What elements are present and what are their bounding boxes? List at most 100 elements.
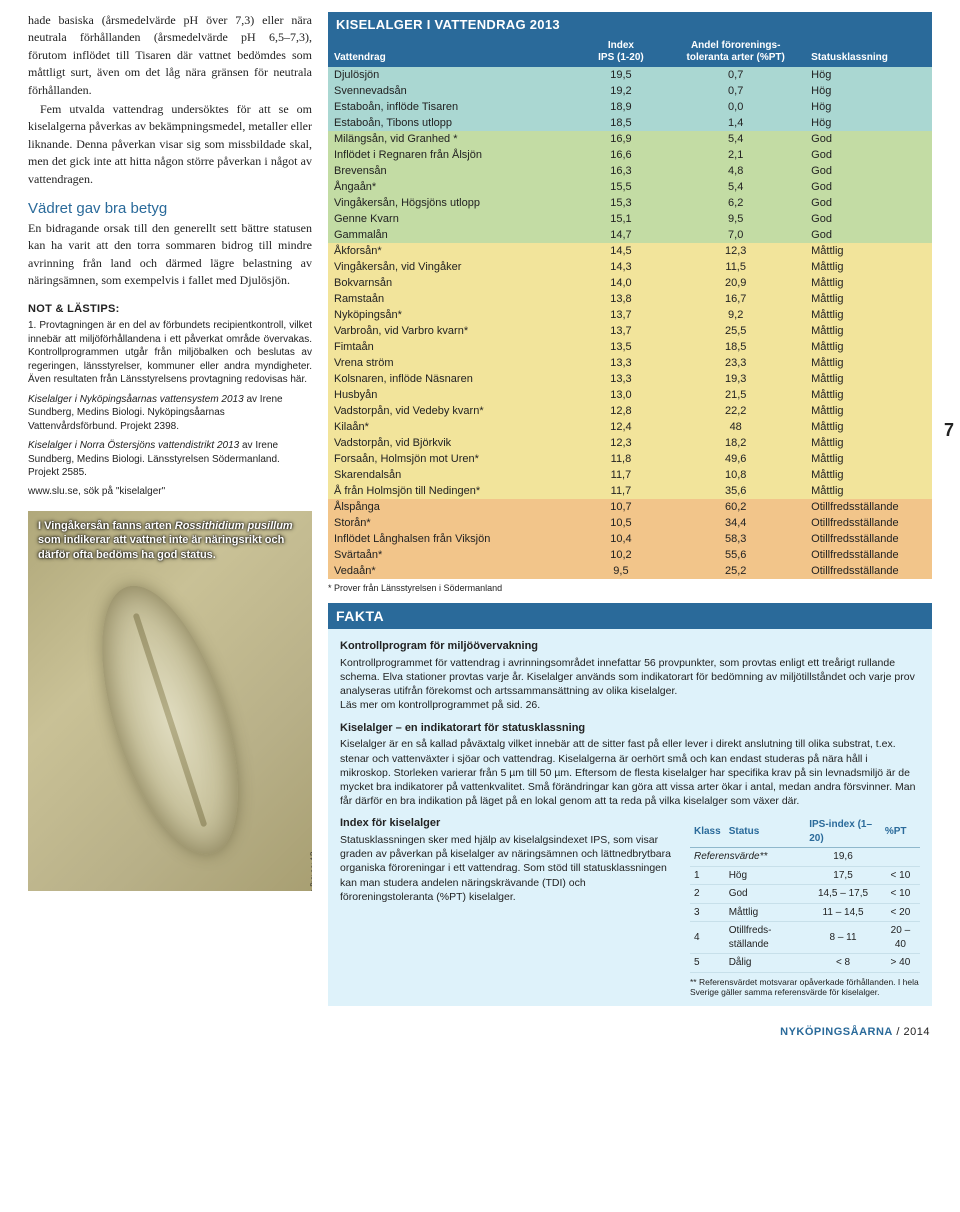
table-cell: 25,2: [666, 563, 805, 579]
table-row: Vedaån*9,525,2Otillfredsställande: [328, 563, 932, 579]
klass-ref-label: Referensvärde**: [690, 848, 805, 867]
klass-cell: 20 – 40: [881, 922, 920, 954]
table-cell: Otillfredsställande: [805, 499, 932, 515]
table-cell: 10,5: [576, 515, 667, 531]
table-cell: 5,4: [666, 131, 805, 147]
klass-h2: Status: [725, 816, 806, 848]
table-row: Inflödet i Regnaren från Ålsjön16,62,1Go…: [328, 147, 932, 163]
table-cell: 14,5: [576, 243, 667, 259]
table-cell: 11,5: [666, 259, 805, 275]
table-cell: Måttlig: [805, 371, 932, 387]
klass-cell: Otillfreds­ställande: [725, 922, 806, 954]
table-cell: Vedaån*: [328, 563, 576, 579]
klass-cell: < 10: [881, 885, 920, 904]
table-cell: 4,8: [666, 163, 805, 179]
caption-pre: I Vingåkersån fanns arten: [38, 520, 175, 532]
klass-cell: < 10: [881, 866, 920, 885]
table-cell: 9,5: [576, 563, 667, 579]
fakta-p2: Kiselalger är en så kallad påväxtalg vil…: [340, 737, 920, 808]
table-cell: 19,2: [576, 83, 667, 99]
table-cell: Forsaån, Holmsjön mot Uren*: [328, 451, 576, 467]
table-cell: Skarendalsån: [328, 467, 576, 483]
table-row: Kolsnaren, inflöde Näsnaren13,319,3Måttl…: [328, 371, 932, 387]
table-cell: 60,2: [666, 499, 805, 515]
note-1: 1. Provtagningen är en del av förbundets…: [28, 319, 312, 387]
section-heading: Vädret gav bra betyg: [28, 200, 312, 217]
table-row: Vadstorpån, vid Björkvik12,318,2Måttlig: [328, 435, 932, 451]
table-cell: Ångaån*: [328, 179, 576, 195]
table-cell: Hög: [805, 99, 932, 115]
fakta-body: Kontrollprogram för miljöövervakning Kon…: [328, 629, 932, 1006]
table-cell: Måttlig: [805, 323, 932, 339]
table-cell: 1,4: [666, 115, 805, 131]
klass-cell: 14,5 – 17,5: [805, 885, 881, 904]
table-cell: Kilaån*: [328, 419, 576, 435]
table-cell: Milängsån, vid Granhed *: [328, 131, 576, 147]
klass-cell: 5: [690, 954, 725, 973]
table-cell: Estaboån, inflöde Tisaren: [328, 99, 576, 115]
table-cell: 0,0: [666, 99, 805, 115]
table-cell: 21,5: [666, 387, 805, 403]
table-row: Forsaån, Holmsjön mot Uren*11,849,6Måttl…: [328, 451, 932, 467]
table-cell: 11,8: [576, 451, 667, 467]
table-row: Ramstaån13,816,7Måttlig: [328, 291, 932, 307]
table-cell: Gammalån: [328, 227, 576, 243]
table-cell: Vadstorpån, vid Vedeby kvarn*: [328, 403, 576, 419]
klass-h3: IPS-index (1–20): [805, 816, 881, 848]
table-cell: Vadstorpån, vid Björkvik: [328, 435, 576, 451]
caption-post: som indikerar att vattnet inte är näring…: [38, 534, 284, 560]
table-cell: 12,3: [666, 243, 805, 259]
table-cell: 9,2: [666, 307, 805, 323]
table-cell: Måttlig: [805, 483, 932, 499]
klass-cell: 11 – 14,5: [805, 903, 881, 922]
table-cell: Åkforsån*: [328, 243, 576, 259]
table-cell: 7,0: [666, 227, 805, 243]
table-footnote: * Prover från Länsstyrelsen i Södermanla…: [328, 583, 932, 593]
table-cell: Måttlig: [805, 467, 932, 483]
table-cell: 10,8: [666, 467, 805, 483]
table-cell: Husbyån: [328, 387, 576, 403]
photo-caption: I Vingåkersån fanns arten Rossithidium p…: [38, 519, 302, 562]
table-row: Ångaån*15,55,4God: [328, 179, 932, 195]
caption-species: Rossithidium pusillum: [175, 520, 293, 532]
table-cell: 13,5: [576, 339, 667, 355]
table-cell: Bokvarnsån: [328, 275, 576, 291]
table-cell: Fimtaån: [328, 339, 576, 355]
klass-row: 1Hög17,5< 10: [690, 866, 920, 885]
fakta-sub1: Kontrollprogram för miljöövervakning: [340, 639, 920, 654]
table-row: Genne Kvarn15,19,5God: [328, 211, 932, 227]
table-cell: 34,4: [666, 515, 805, 531]
table-row: Å från Holmsjön till Nedingen*11,735,6Må…: [328, 483, 932, 499]
table-row: Vingåkersån, vid Vingåker14,311,5Måttlig: [328, 259, 932, 275]
diatom-shape: [74, 570, 265, 870]
table-cell: Svärtaån*: [328, 547, 576, 563]
table-cell: Måttlig: [805, 339, 932, 355]
photo-credit: Foto: Medins Biologi AB: [311, 851, 312, 891]
ref2-title: Kiselalger i Norra Östersjöns vattendist…: [28, 440, 239, 451]
table-row: Vadstorpån, vid Vedeby kvarn*12,822,2Måt…: [328, 403, 932, 419]
table-cell: 10,2: [576, 547, 667, 563]
table-cell: God: [805, 195, 932, 211]
table-row: Estaboån, Tibons utlopp18,51,4Hög: [328, 115, 932, 131]
table-row: Varbroån, vid Varbro kvarn*13,725,5Måttl…: [328, 323, 932, 339]
table-row: Skarendalsån11,710,8Måttlig: [328, 467, 932, 483]
table-row: Djulösjön19,50,7Hög: [328, 67, 932, 83]
para-1: hade basiska (årsmedelvärde pH över 7,3)…: [28, 12, 312, 99]
fakta-p3: Statusklassningen sker med hjälp av kise…: [340, 833, 674, 904]
klass-cell: Hög: [725, 866, 806, 885]
table-cell: Måttlig: [805, 387, 932, 403]
table-cell: 19,5: [576, 67, 667, 83]
table-cell: Måttlig: [805, 355, 932, 371]
table-row: Svärtaån*10,255,6Otillfredsställande: [328, 547, 932, 563]
table-cell: 0,7: [666, 83, 805, 99]
table-row: Brevensån16,34,8God: [328, 163, 932, 179]
table-cell: 19,3: [666, 371, 805, 387]
table-cell: 18,5: [666, 339, 805, 355]
fakta-p1: Kontrollprogrammet för vattendrag i avri…: [340, 656, 920, 713]
table-cell: Djulösjön: [328, 67, 576, 83]
table-cell: 2,1: [666, 147, 805, 163]
table-row: Fimtaån13,518,5Måttlig: [328, 339, 932, 355]
table-cell: Otillfredsställande: [805, 547, 932, 563]
table-row: Estaboån, inflöde Tisaren18,90,0Hög: [328, 99, 932, 115]
table-cell: Nyköpingsån*: [328, 307, 576, 323]
